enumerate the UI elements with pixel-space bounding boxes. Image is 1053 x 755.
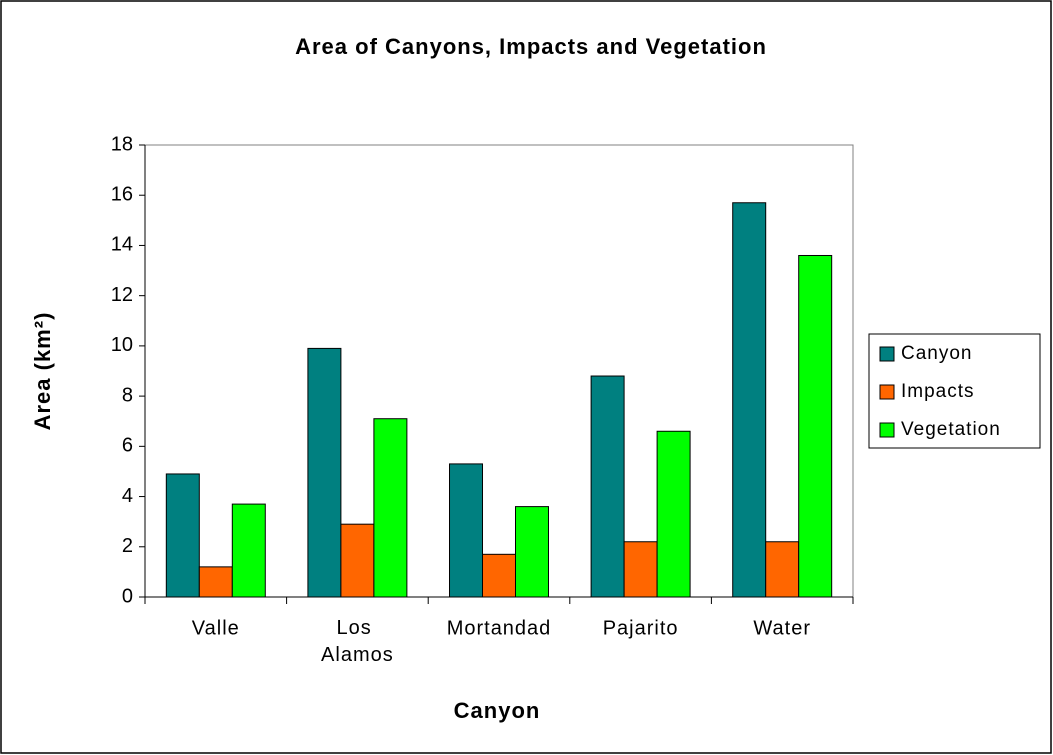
y-tick-label: 12: [111, 284, 133, 306]
legend-label: Canyon: [901, 343, 973, 364]
y-axis-label: Area (km²): [30, 312, 55, 431]
x-tick-label: Pajarito: [603, 617, 679, 639]
bar: [798, 254, 833, 598]
bar: [765, 541, 800, 598]
bar: [373, 418, 408, 598]
bar: [340, 523, 375, 598]
bar: [623, 541, 658, 598]
y-tick-label: 4: [122, 485, 133, 507]
legend-swatch: [879, 346, 895, 362]
legend-label: Impacts: [901, 381, 975, 402]
x-tick-label: Los Alamos: [321, 617, 394, 666]
bar: [198, 566, 233, 598]
y-tick-label: 0: [122, 585, 133, 607]
y-tick-label: 14: [111, 234, 133, 256]
bar: [449, 463, 484, 598]
bar: [656, 430, 691, 598]
bar: [482, 553, 516, 598]
y-tick-label: 2: [122, 535, 133, 557]
x-tick-label: Water: [753, 617, 811, 639]
x-axis-label: Canyon: [454, 698, 541, 723]
x-tick-label: Mortandad: [447, 617, 552, 639]
bar: [165, 473, 200, 598]
y-tick-label: 6: [122, 435, 133, 457]
y-tick-label: 10: [111, 334, 133, 356]
bar: [514, 506, 549, 598]
y-tick-label: 8: [122, 384, 133, 406]
chart-title: Area of Canyons, Impacts and Vegetation: [295, 34, 767, 59]
legend-box: [868, 333, 1041, 449]
legend-swatch: [879, 384, 895, 400]
y-tick-label: 16: [111, 184, 133, 206]
bar: [732, 202, 767, 598]
bar: [590, 375, 625, 598]
y-tick-label: 18: [111, 133, 133, 155]
bar: [307, 347, 342, 598]
x-tick-label: Valle: [192, 617, 240, 639]
legend-swatch: [879, 422, 895, 438]
bar: [231, 503, 266, 598]
legend-label: Vegetation: [901, 419, 1001, 440]
